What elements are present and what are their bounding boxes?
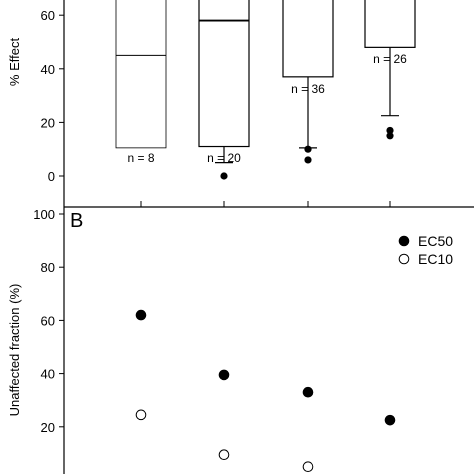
box-3 — [282, 0, 334, 78]
panel-a-y-tick-label: 20 — [41, 115, 55, 130]
ec50-point — [135, 309, 147, 321]
legend-marker-ec50 — [398, 235, 410, 247]
ec10-point — [302, 461, 314, 473]
legend-label-ec50: EC50 — [418, 233, 453, 249]
box-3-outlier — [304, 156, 312, 164]
panel-b-y-tick-label: 80 — [41, 260, 55, 275]
panel-a-y-tick-label: 60 — [41, 8, 55, 23]
panel-b-label: B — [70, 210, 83, 232]
box-1 — [115, 0, 167, 149]
panel-a-y-tick-label: 0 — [48, 169, 55, 184]
box-4-n-label: n = 26 — [373, 52, 407, 66]
panel-b: 20 40 60 80 100 Unaffected fraction (%) B EC50 E… — [7, 207, 453, 474]
ec10-point — [135, 409, 147, 421]
legend-label-ec10: EC10 — [418, 251, 453, 267]
panel-b-y-axis-title: Unaffected fraction (%) — [7, 284, 22, 417]
ec50-point — [218, 369, 230, 381]
box-1-n-label: n = 8 — [127, 151, 154, 165]
panel-b-y-tick-label: 20 — [41, 420, 55, 435]
box-2-outlier — [220, 172, 228, 180]
legend-marker-ec10 — [398, 253, 410, 265]
box-4-outlier — [386, 132, 394, 140]
box-3-n-label: n = 36 — [291, 82, 325, 96]
box-2-n-label: n = 20 — [207, 151, 241, 165]
ec50-point — [384, 414, 396, 426]
panel-a: 0 20 40 60 % Effect n = 8 n = 20 n = 36 n = 26 — [7, 0, 474, 208]
panel-b-y-tick-label: 60 — [41, 313, 55, 328]
panel-a-y-tick-label: 40 — [41, 62, 55, 77]
panel-a-y-axis-title: % Effect — [7, 38, 22, 87]
ec50-point — [302, 386, 314, 398]
box-3-outlier — [304, 145, 312, 153]
ec10-point — [218, 449, 230, 461]
panel-b-y-tick-label: 40 — [41, 367, 55, 382]
panel-b-y-tick-label: 100 — [33, 207, 55, 222]
box-4 — [364, 0, 416, 48]
box-4-outlier — [386, 126, 394, 135]
box-2 — [198, 0, 250, 148]
